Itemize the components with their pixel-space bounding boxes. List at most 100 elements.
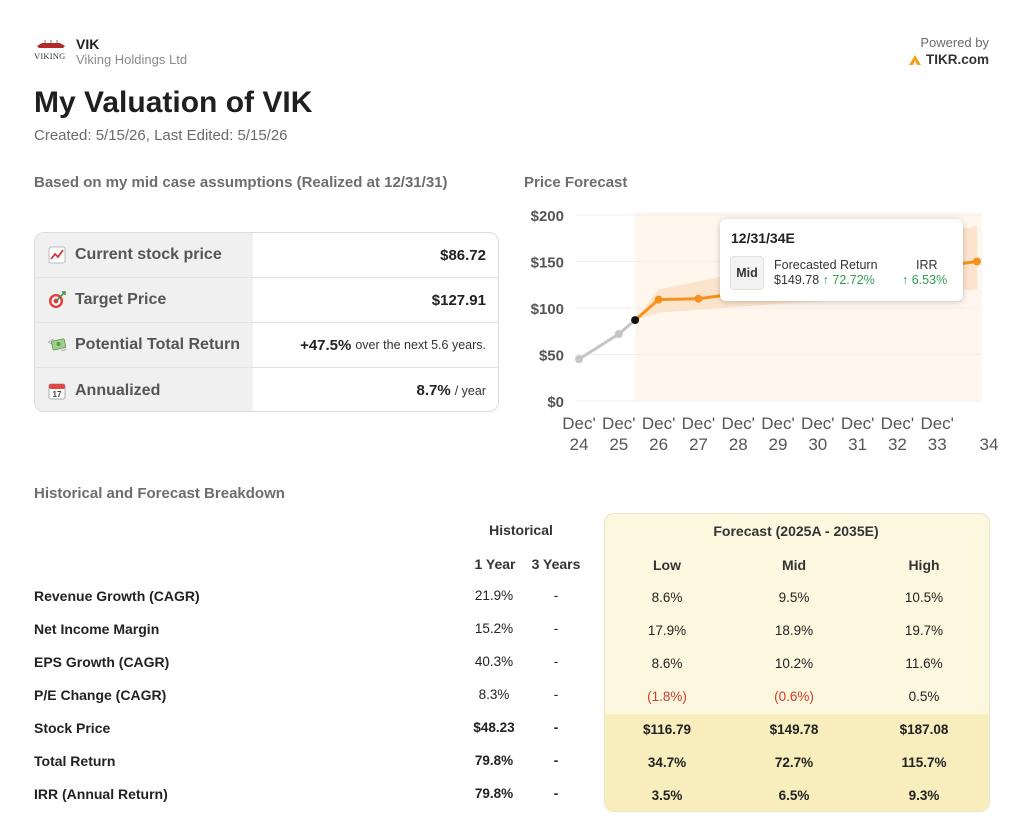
cell-low: $116.79 — [642, 722, 692, 737]
summary-label-cell: Potential Total Return — [35, 323, 253, 367]
row-label: EPS Growth (CAGR) — [34, 654, 170, 670]
historical-point — [614, 330, 623, 339]
summary-label-cell: Current stock price — [35, 233, 253, 277]
y-tick-label: $100 — [531, 301, 564, 318]
cell-y1: 8.3% — [478, 687, 510, 702]
cell-y3: - — [553, 654, 559, 669]
x-tick-label: 25 — [609, 435, 628, 454]
cell-y1: 79.8% — [474, 753, 514, 768]
tooltip-irr-value: 6.53% — [911, 273, 948, 287]
chart-title: Price Forecast — [524, 174, 628, 191]
column-header-high: High — [908, 557, 940, 573]
tooltip-irr-line: ↑ 6.53% — [902, 273, 947, 288]
powered-by: Powered by TIKR.com — [908, 35, 989, 69]
tooltip-date: 12/31/34E — [731, 230, 795, 246]
summary-row-annualized: 17 Annualized 8.7% / year — [35, 368, 498, 411]
x-tick-label: Dec' — [721, 414, 754, 433]
x-tick-label: Dec' — [642, 414, 675, 433]
current-price-point — [631, 316, 640, 325]
row-label: Net Income Margin — [34, 621, 160, 637]
cell-high: 19.7% — [904, 623, 944, 638]
breakdown-heading: Historical and Forecast Breakdown — [34, 485, 285, 502]
cell-y1: 15.2% — [474, 621, 514, 636]
historical-line — [578, 318, 637, 361]
company-brand: VIKING VIK Viking Holdings Ltd — [34, 36, 188, 68]
summary-label-cell: Target Price — [35, 278, 253, 322]
tikr-logo-icon — [908, 55, 921, 65]
forecast-point — [694, 294, 703, 303]
cell-mid: (0.6%) — [774, 689, 814, 704]
target-icon — [47, 290, 67, 310]
ship-icon — [37, 40, 65, 48]
cell-high: 10.5% — [904, 590, 944, 605]
cell-y3: - — [553, 588, 559, 603]
tooltip-return-line: $149.78 ↑ 72.72% — [774, 273, 878, 288]
ticker-symbol: VIK — [76, 36, 100, 52]
summary-row-target-price: Target Price $127.91 — [35, 278, 498, 323]
annualized-suffix: / year — [454, 383, 486, 398]
row-label: Total Return — [34, 753, 116, 769]
column-header-low: Low — [653, 557, 681, 573]
cell-high: 11.6% — [905, 656, 943, 671]
page-title: My Valuation of VIK — [34, 86, 313, 119]
y-tick-label: $200 — [531, 208, 564, 225]
x-tick-label: 28 — [729, 435, 748, 454]
column-header-mid: Mid — [781, 557, 807, 573]
forecast-point — [654, 295, 663, 304]
cell-high: 0.5% — [908, 689, 940, 704]
summary-label-text: Potential Total Return — [75, 336, 241, 353]
cell-y3: - — [553, 720, 559, 735]
total-return-value: +47.5% — [300, 336, 352, 354]
summary-label-text: Annualized — [75, 381, 161, 399]
cell-y1: 21.9% — [474, 588, 514, 603]
summary-row-current-price: Current stock price $86.72 — [35, 233, 498, 278]
annualized-value: 8.7% — [416, 382, 451, 399]
company-name: Viking Holdings Ltd — [76, 52, 188, 67]
cell-y1: 79.8% — [474, 786, 514, 801]
x-tick-label: Dec' — [562, 414, 595, 433]
y-tick-label: $50 — [539, 348, 564, 365]
column-header-1-year: 1 Year — [474, 556, 516, 572]
tooltip-return: Forecasted Return $149.78 ↑ 72.72% — [774, 258, 878, 288]
x-tick-label: Dec' — [682, 414, 715, 433]
summary-label-cell: 17 Annualized — [35, 368, 253, 411]
historical-point — [575, 355, 583, 364]
cell-mid: $149.78 — [769, 722, 819, 737]
x-tick-label: 33 — [928, 435, 947, 454]
viking-logo: VIKING — [34, 37, 70, 63]
tooltip-return-pct: 72.72% — [832, 273, 875, 287]
historical-header: Historical — [489, 522, 553, 538]
x-tick-label: 34 — [980, 435, 999, 454]
calendar-icon: 17 — [47, 381, 67, 401]
tikr-link[interactable]: TIKR.com — [908, 51, 989, 69]
x-tick-label: Dec' — [841, 414, 874, 433]
arrow-up-icon: ↑ — [902, 273, 909, 287]
chart-increasing-icon — [47, 245, 67, 265]
cell-y1: 40.3% — [474, 654, 514, 669]
x-tick-label: Dec' — [881, 414, 914, 433]
column-header-3-years: 3 Years — [531, 556, 581, 572]
summary-card: Current stock price $86.72 Target Price … — [34, 232, 499, 412]
summary-value-cell: $127.91 — [253, 278, 498, 322]
y-tick-label: $150 — [531, 255, 564, 272]
cell-high: 9.3% — [908, 788, 940, 803]
summary-value-cell: $86.72 — [253, 233, 498, 277]
tooltip-irr: IRR ↑ 6.53% — [902, 258, 947, 288]
x-tick-label: Dec' — [801, 414, 834, 433]
row-label: IRR (Annual Return) — [34, 786, 168, 802]
x-tick-label: 29 — [769, 435, 788, 454]
tikr-brand-label: TIKR.com — [925, 52, 989, 67]
cell-mid: 10.2% — [774, 656, 814, 671]
cell-y1: $48.23 — [473, 720, 515, 735]
x-tick-label: 32 — [888, 435, 907, 454]
x-tick-label: 27 — [689, 435, 708, 454]
x-tick-label: 31 — [848, 435, 867, 454]
cell-mid: 72.7% — [774, 755, 814, 770]
x-tick-label: 26 — [649, 435, 668, 454]
row-label: P/E Change (CAGR) — [34, 687, 167, 703]
cell-low: (1.8%) — [647, 689, 687, 704]
y-tick-label: $0 — [547, 394, 564, 411]
money-wings-icon — [47, 335, 67, 355]
cell-low: 34.7% — [647, 755, 687, 770]
forecast-point — [973, 257, 981, 266]
